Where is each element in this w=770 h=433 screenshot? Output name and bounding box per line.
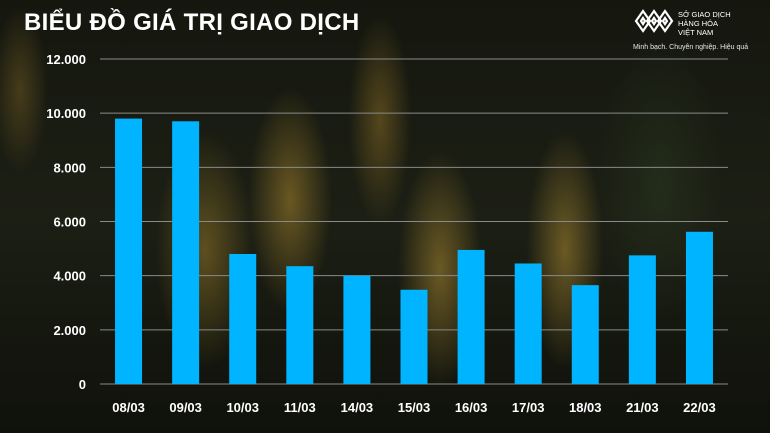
logo-name-line: SỞ GIAO DỊCH bbox=[678, 10, 731, 19]
bar bbox=[457, 249, 485, 384]
logo-name-line: HÀNG HÓA bbox=[678, 19, 719, 28]
bar bbox=[400, 289, 428, 384]
x-tick-label: 22/03 bbox=[683, 400, 716, 415]
logo-name: SỞ GIAO DỊCH HÀNG HÓA VIỆT NAM bbox=[678, 10, 758, 37]
bar bbox=[343, 275, 371, 384]
x-tick-label: 09/03 bbox=[169, 400, 202, 415]
bar bbox=[685, 231, 713, 384]
chart-title: BIỂU ĐỒ GIÁ TRỊ GIAO DỊCH bbox=[24, 9, 360, 36]
x-tick-label: 08/03 bbox=[112, 400, 145, 415]
y-tick-label: 0 bbox=[79, 377, 86, 392]
y-tick-label: 2.000 bbox=[53, 323, 86, 338]
logo-mark-icon bbox=[634, 9, 674, 33]
bar bbox=[172, 121, 200, 385]
x-tick-label: 17/03 bbox=[512, 400, 545, 415]
bar bbox=[628, 255, 656, 384]
x-tick-label: 15/03 bbox=[398, 400, 431, 415]
bar bbox=[115, 118, 143, 384]
y-tick-label: 6.000 bbox=[53, 215, 86, 230]
bar bbox=[514, 263, 542, 384]
bar bbox=[229, 254, 257, 384]
x-tick-label: 18/03 bbox=[569, 400, 602, 415]
logo-slogan: Minh bạch. Chuyên nghiệp. Hiệu quả bbox=[633, 44, 749, 51]
y-tick-label: 8.000 bbox=[53, 160, 86, 175]
x-tick-label: 16/03 bbox=[455, 400, 488, 415]
bar bbox=[571, 285, 599, 384]
y-tick-label: 10.000 bbox=[46, 106, 86, 121]
y-tick-label: 4.000 bbox=[53, 269, 86, 284]
x-tick-label: 21/03 bbox=[626, 400, 659, 415]
bar bbox=[286, 266, 314, 384]
x-tick-label: 14/03 bbox=[341, 400, 374, 415]
x-tick-label: 11/03 bbox=[284, 400, 316, 415]
x-tick-label: 10/03 bbox=[226, 400, 259, 415]
logo-name-line: VIỆT NAM bbox=[678, 28, 714, 37]
brand-logo: SỞ GIAO DỊCH HÀNG HÓA VIỆT NAM Minh bạch… bbox=[633, 6, 764, 56]
y-tick-label: 12.000 bbox=[46, 52, 86, 67]
